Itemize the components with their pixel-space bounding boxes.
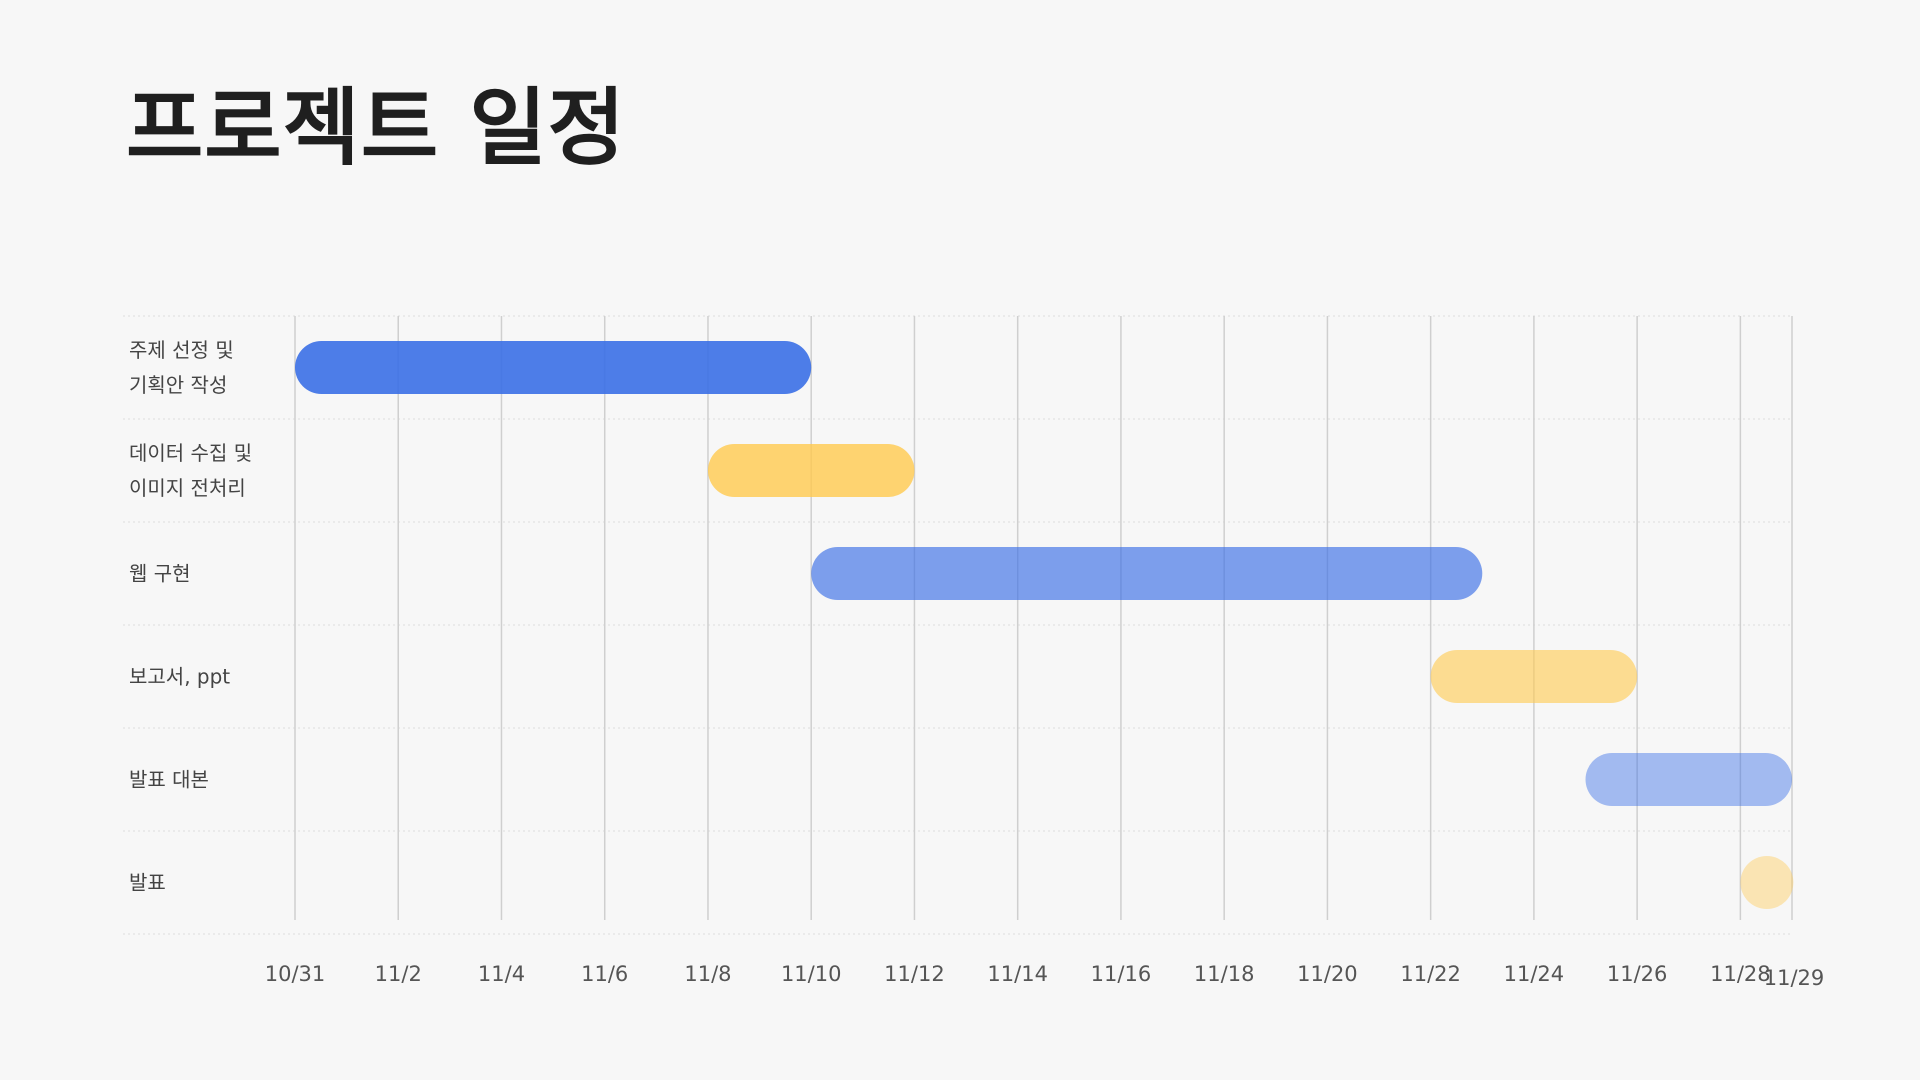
task-bar: [1585, 753, 1792, 806]
x-tick-label: 11/24: [1504, 962, 1565, 986]
x-tick-label: 11/2: [375, 962, 422, 986]
task-label: 웹 구현: [129, 556, 191, 591]
x-tick-label: 11/29: [1764, 966, 1825, 990]
vertical-gridlines: [294, 316, 1793, 920]
task-label-line: 데이터 수집 및: [129, 440, 253, 465]
x-tick-label: 11/20: [1297, 962, 1358, 986]
x-tick-label: 11/26: [1607, 962, 1668, 986]
x-tick-label: 11/8: [684, 962, 731, 986]
x-tick-label: 11/22: [1400, 962, 1461, 986]
task-label-line: 기획안 작성: [129, 372, 228, 397]
x-tick-label: 10/31: [265, 962, 326, 986]
task-bar: [295, 341, 812, 394]
task-label-line: 발표: [129, 870, 166, 894]
task-label-line: 웹 구현: [129, 561, 191, 585]
task-label-line: 발표 대본: [129, 767, 209, 791]
page-title: 프로젝트 일정: [126, 79, 626, 177]
x-tick-label: 11/10: [781, 962, 842, 986]
row-separators: [123, 315, 1792, 935]
task-bar: [811, 547, 1483, 600]
x-tick-label: 11/4: [478, 962, 525, 986]
task-bar: [1740, 856, 1794, 909]
x-axis-tick-labels: 10/31 11/2 11/4 11/6 11/8 11/10 11/12 11/14 11/1…: [265, 962, 1825, 990]
task-bar: [1430, 650, 1638, 703]
task-bars: [295, 341, 1794, 909]
x-tick-label: 11/18: [1194, 962, 1255, 986]
task-label-line: 주제 선정 및: [129, 337, 234, 362]
x-tick-label: 11/16: [1091, 962, 1152, 986]
x-tick-label: 11/12: [884, 962, 945, 986]
x-tick-label: 11/14: [987, 962, 1048, 986]
task-label: 발표: [129, 865, 166, 900]
x-tick-label: 11/6: [581, 962, 628, 986]
x-tick-label: 11/28: [1710, 962, 1771, 986]
task-label-line: 보고서, ppt: [129, 664, 231, 688]
task-bar: [707, 444, 915, 497]
task-label: 발표 대본: [129, 762, 209, 797]
task-label-line: 이미지 전처리: [129, 475, 246, 500]
task-label: 보고서, ppt: [129, 659, 230, 694]
